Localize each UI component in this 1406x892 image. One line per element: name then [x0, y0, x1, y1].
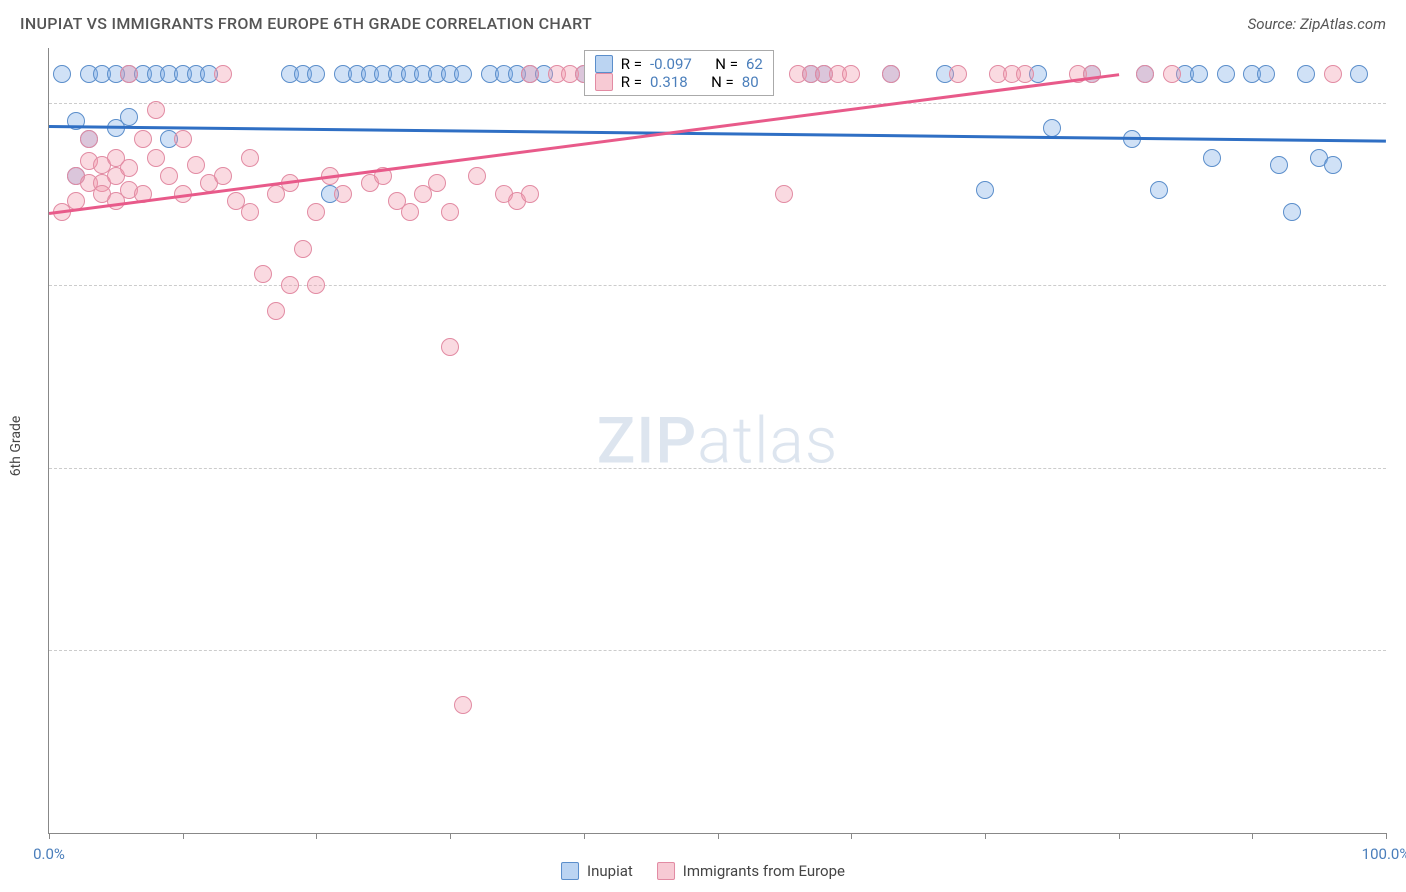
ytick-label: 90.0% [1396, 459, 1406, 477]
header: INUPIAT VS IMMIGRANTS FROM EUROPE 6TH GR… [0, 0, 1406, 41]
data-point [134, 130, 152, 148]
legend-swatch-inupiat [595, 55, 613, 73]
stat-r-value-2: 0.318 [650, 73, 688, 91]
data-point [80, 130, 98, 148]
chart-plot-area: 85.0%90.0%95.0%100.0%0.0%100.0% ZIPatlas… [48, 48, 1386, 834]
data-point [53, 65, 71, 83]
xtick [851, 833, 852, 839]
data-point [241, 149, 259, 167]
data-point [882, 65, 900, 83]
xtick [316, 833, 317, 839]
data-point [976, 181, 994, 199]
data-point [1203, 149, 1221, 167]
legend-swatch-europe-icon [657, 862, 675, 880]
data-point [214, 65, 232, 83]
data-point [1270, 156, 1288, 174]
stat-n-value-1: 62 [746, 55, 763, 73]
gridline [49, 468, 1386, 469]
xtick [1252, 833, 1253, 839]
data-point [1257, 65, 1275, 83]
xtick [584, 833, 585, 839]
data-point [401, 203, 419, 221]
ytick-label: 85.0% [1396, 641, 1406, 659]
data-point [441, 338, 459, 356]
xtick [1386, 833, 1387, 839]
data-point [1324, 156, 1342, 174]
data-point [1283, 203, 1301, 221]
data-point [147, 149, 165, 167]
data-point [214, 167, 232, 185]
stat-n-value-2: 80 [742, 73, 759, 91]
bottom-legend: Inupiat Immigrants from Europe [561, 862, 845, 880]
legend-label: Inupiat [587, 862, 633, 880]
chart-title: INUPIAT VS IMMIGRANTS FROM EUROPE 6TH GR… [20, 14, 592, 33]
legend-item-inupiat: Inupiat [561, 862, 633, 880]
data-point [1016, 65, 1034, 83]
stat-r-value-1: -0.097 [650, 55, 692, 73]
gridline [49, 103, 1386, 104]
stat-n-label: N = [711, 73, 734, 91]
data-point [160, 167, 178, 185]
data-point [1163, 65, 1181, 83]
data-point [120, 65, 138, 83]
data-point [1043, 119, 1061, 137]
data-point [241, 203, 259, 221]
stat-r-label: R = [621, 73, 642, 91]
gridline [49, 650, 1386, 651]
data-point [468, 167, 486, 185]
data-point [267, 302, 285, 320]
data-point [1150, 181, 1168, 199]
data-point [307, 65, 325, 83]
stats-legend: R = -0.097 N = 62 R = 0.318 N = 80 [584, 50, 774, 96]
data-point [294, 240, 312, 258]
xtick [1119, 833, 1120, 839]
data-point [842, 65, 860, 83]
data-point [120, 159, 138, 177]
ytick-label: 95.0% [1396, 276, 1406, 294]
data-point [775, 185, 793, 203]
data-point [454, 65, 472, 83]
data-point [521, 65, 539, 83]
y-axis-label: 6th Grade [8, 416, 24, 477]
gridline [49, 285, 1386, 286]
xtick [183, 833, 184, 839]
xtick [985, 833, 986, 839]
xtick [49, 833, 50, 839]
xtick [718, 833, 719, 839]
data-point [441, 203, 459, 221]
data-point [1217, 65, 1235, 83]
data-point [187, 156, 205, 174]
data-point [147, 101, 165, 119]
xtick [450, 833, 451, 839]
xtick-label: 0.0% [33, 845, 65, 863]
data-point [1190, 65, 1208, 83]
stat-r-label: R = [621, 55, 642, 73]
data-point [521, 185, 539, 203]
source-label: Source: ZipAtlas.com [1248, 15, 1386, 33]
legend-swatch-europe [595, 73, 613, 91]
data-point [307, 203, 325, 221]
data-point [1324, 65, 1342, 83]
data-point [454, 696, 472, 714]
legend-item-europe: Immigrants from Europe [657, 862, 845, 880]
legend-swatch-inupiat-icon [561, 862, 579, 880]
data-point [174, 130, 192, 148]
data-point [120, 108, 138, 126]
data-point [254, 265, 272, 283]
data-point [1136, 65, 1154, 83]
data-point [334, 185, 352, 203]
data-point [428, 174, 446, 192]
ytick-label: 100.0% [1396, 94, 1406, 112]
data-point [307, 276, 325, 294]
xtick-label: 100.0% [1362, 845, 1406, 863]
data-point [949, 65, 967, 83]
legend-label: Immigrants from Europe [683, 862, 845, 880]
stat-n-label: N = [715, 55, 738, 73]
data-point [1350, 65, 1368, 83]
data-point [1297, 65, 1315, 83]
data-point [281, 276, 299, 294]
